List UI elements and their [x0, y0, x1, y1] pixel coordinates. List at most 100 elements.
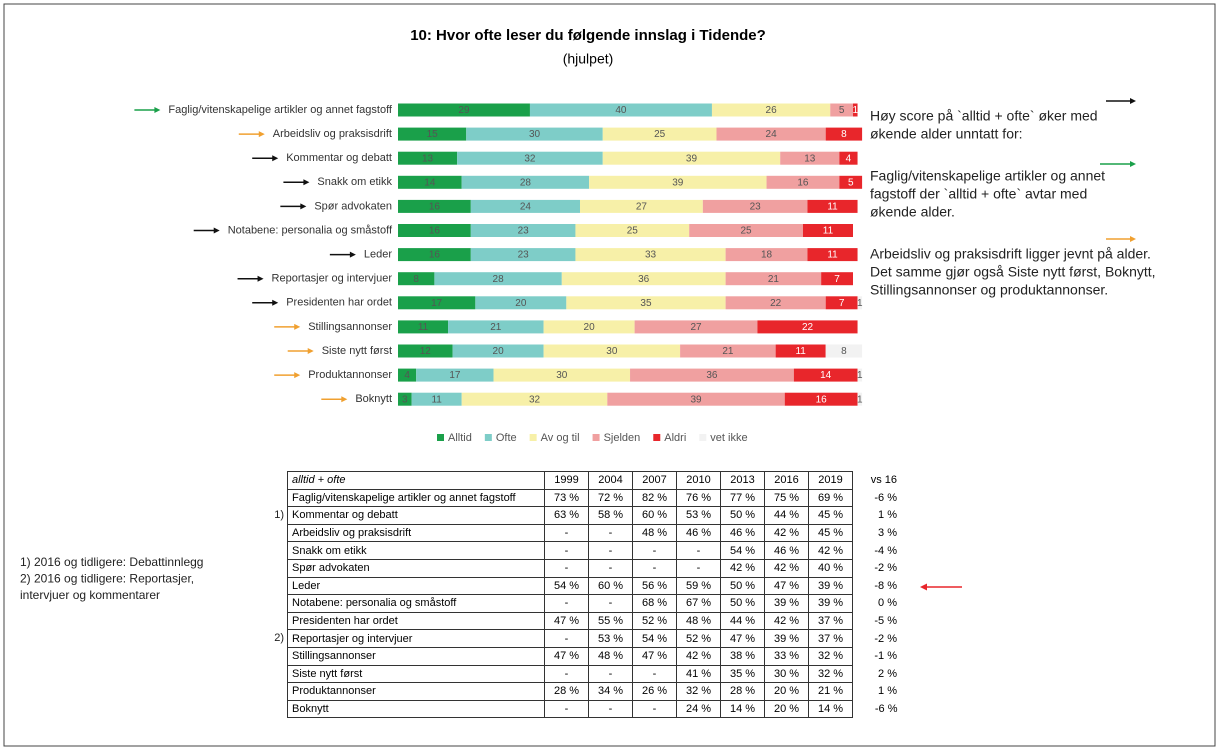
data-label: 1 [857, 394, 863, 405]
bar-segment [839, 151, 858, 165]
data-label: 23 [750, 202, 762, 213]
table-cell: 39 % [764, 594, 809, 613]
data-label: 21 [490, 322, 502, 333]
data-label: 4 [846, 153, 852, 164]
table-cell: 54 % [632, 629, 677, 648]
data-label: 14 [820, 370, 832, 381]
data-label: 7 [834, 274, 840, 285]
commentary-text: Det samme gjør også Siste nytt først, Bo… [870, 264, 1156, 280]
bar-segment [566, 296, 726, 310]
data-label: 30 [556, 370, 568, 381]
table-cell: Produktannonser [287, 682, 545, 701]
data-label: 24 [766, 129, 778, 140]
table-cell: -2 % [874, 562, 897, 575]
category-label: Snakk om etikk [317, 176, 392, 188]
bar-segment [830, 103, 853, 117]
table-cell: Spør advokaten [287, 558, 545, 578]
row-arrow-head [300, 203, 307, 210]
bar-segment [780, 151, 840, 165]
table-cell: 39 % [808, 576, 853, 596]
table-row: Produktannonser 28 % 34 % 26 % 32 % 28 % 20 % 2… [287, 682, 902, 701]
data-label: 36 [706, 370, 718, 381]
data-label: 39 [672, 177, 684, 188]
table-cell: Reportasjer og intervjuer [287, 629, 545, 648]
data-label: 11 [418, 322, 429, 333]
table-cell: - [588, 664, 633, 684]
table-cell: - [544, 523, 589, 543]
table-cell: -4 % [874, 544, 897, 557]
bar-segment [398, 296, 476, 310]
data-label: 23 [518, 250, 530, 261]
data-label: 25 [627, 226, 639, 237]
table-cell: 72 % [588, 488, 633, 508]
bar-segment [398, 368, 417, 382]
table-cell: 2010 [676, 471, 721, 490]
bar-segment [398, 248, 471, 262]
data-label: 8 [413, 274, 419, 285]
table-cell: - [676, 541, 721, 560]
data-label: 14 [424, 177, 436, 188]
bar-segment [807, 199, 858, 213]
chart-title: 10: Hvor ofte leser du følgende innslag … [410, 27, 766, 44]
bar-segment [575, 248, 726, 262]
bar-segment [461, 392, 608, 406]
bar-segment [470, 199, 580, 213]
bar-segment [857, 368, 863, 382]
table-cell: 30 % [764, 664, 809, 684]
data-label: 30 [606, 346, 618, 357]
table-row: Reportasjer og intervjuer -53 % 54 % 52 % 47… [287, 629, 902, 648]
table-row: Arbeidsliv og praksisdrift - -48 % 46 % 46 %… [287, 523, 902, 543]
row-arrow-head [213, 227, 220, 234]
row-arrow-head [294, 323, 301, 330]
bar-segment [716, 127, 826, 141]
bar-segment [561, 272, 726, 286]
table-cell: 3 % [878, 527, 897, 540]
data-label: 20 [493, 346, 505, 357]
data-label: 13 [422, 153, 434, 164]
table-cell: 48 % [588, 646, 633, 666]
table-cell: 42 % [764, 611, 809, 631]
table-cell: 53 % [588, 629, 633, 648]
table-cell: 50 % [720, 576, 765, 596]
table-cell: - [588, 699, 633, 719]
table-cell: 60 % [632, 506, 677, 525]
bar-segment [470, 224, 576, 237]
table-cell: 54 % [720, 541, 765, 560]
table-cell: 42 % [764, 558, 809, 578]
data-label: 27 [636, 202, 648, 213]
data-label: 16 [429, 202, 441, 213]
table-cell: 37 % [808, 629, 853, 648]
bar-segment [725, 296, 826, 310]
table-cell: 14 % [808, 699, 853, 719]
table-cell: 42 % [764, 523, 809, 543]
bar-segment [493, 368, 631, 382]
bar-segment [634, 320, 758, 334]
table-cell: 54 % [544, 576, 589, 596]
data-label: 3 [402, 394, 408, 405]
legend-swatch [437, 434, 444, 441]
table-cell: 58 % [588, 506, 633, 525]
bar-segment [475, 296, 567, 310]
legend-label: vet ikke [710, 432, 747, 444]
bar-segment [398, 127, 467, 141]
table-cell: 1999 [544, 471, 589, 490]
data-label: 1 [852, 105, 858, 116]
bar-segment [580, 199, 703, 213]
table-cell: 68 % [632, 594, 677, 613]
data-label: 22 [770, 298, 782, 309]
legend-swatch [592, 434, 600, 441]
row-mark: 1) [274, 509, 284, 521]
table-cell: 34 % [588, 682, 633, 701]
bar-segment [825, 344, 863, 358]
bar-segment [589, 175, 767, 189]
table-cell: Boknytt [287, 699, 545, 719]
table-cell: 24 % [676, 699, 721, 719]
table-cell: 2004 [588, 471, 633, 490]
bar-segment [575, 224, 690, 237]
table-cell: 77 % [720, 488, 765, 508]
table-cell: 35 % [720, 664, 765, 684]
table-row: Spør advokaten - - - -42 % 42 % 40 % -2 % [287, 558, 902, 578]
table-cell: 73 % [544, 488, 589, 508]
row-arrow-head [257, 275, 264, 282]
